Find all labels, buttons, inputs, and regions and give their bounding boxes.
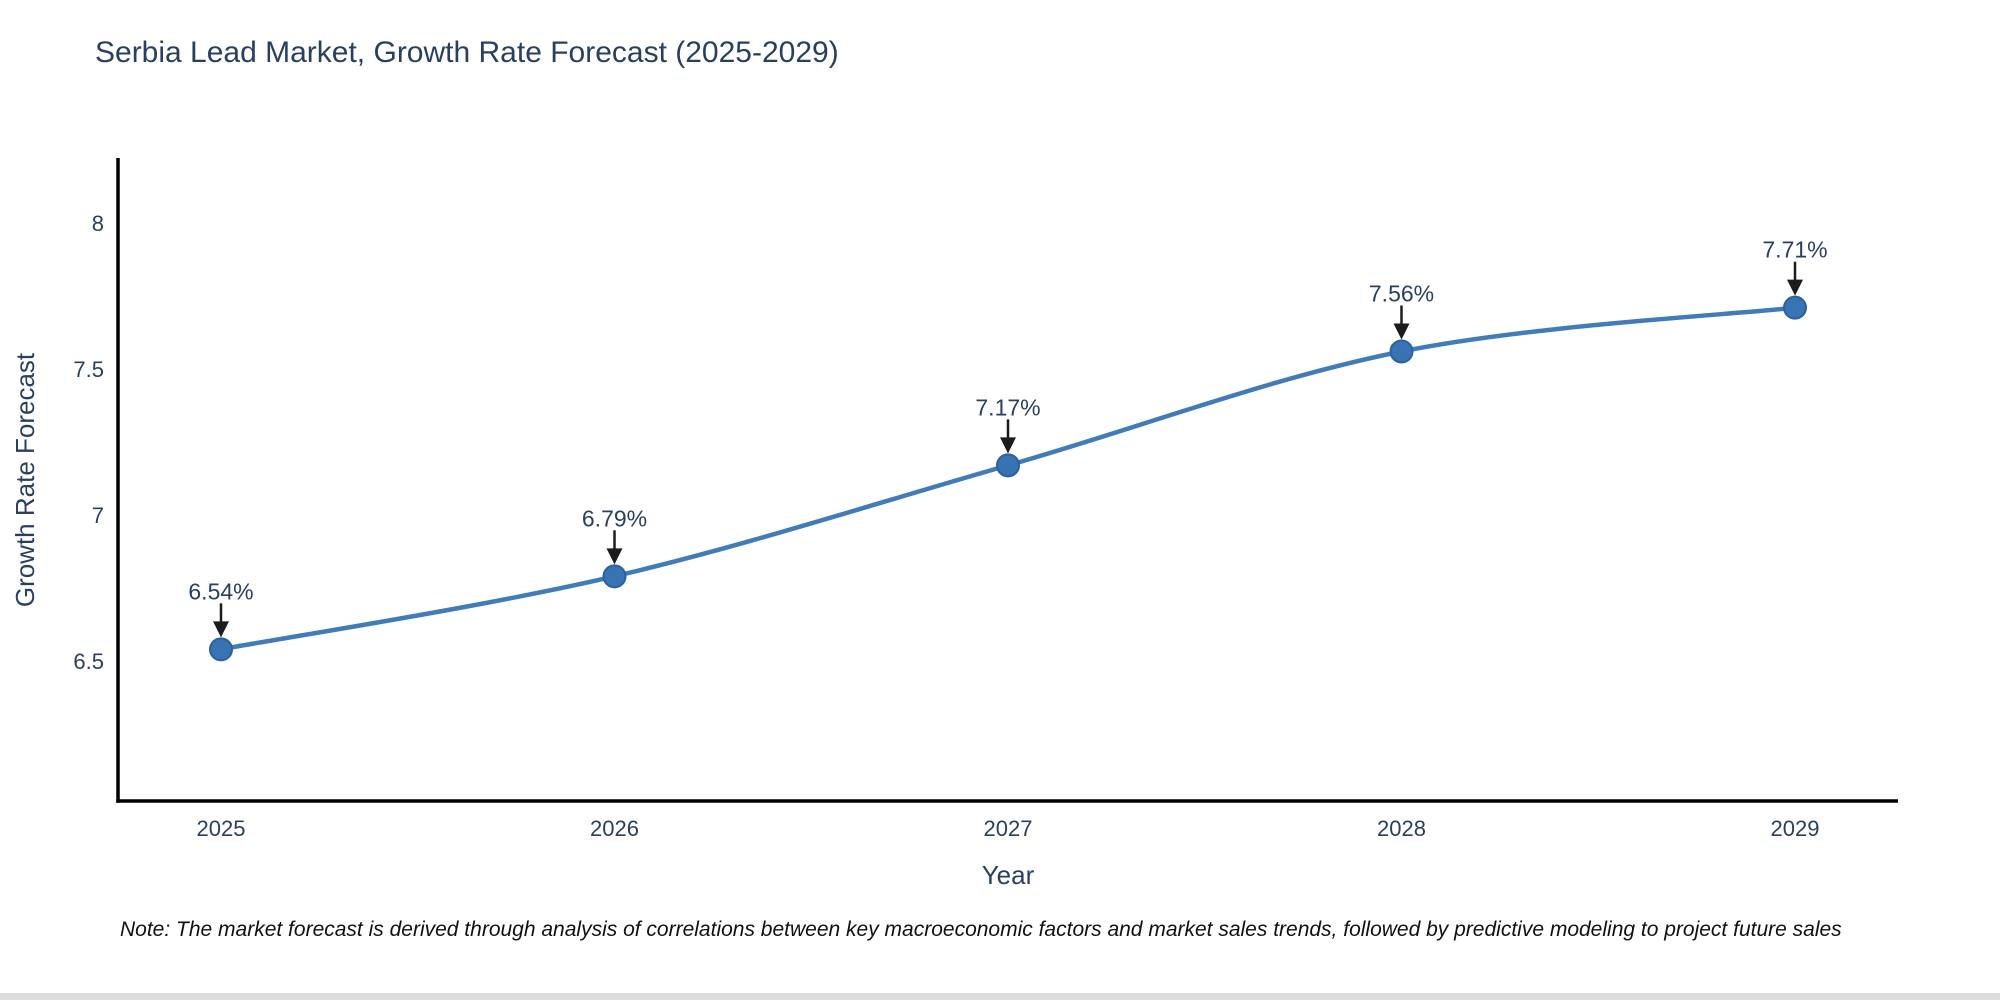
data-point-marker (1783, 295, 1807, 320)
y-axis-title: Growth Rate Forecast (10, 352, 40, 607)
data-point-marker (1389, 339, 1414, 364)
data-point-marker (602, 564, 627, 589)
data-point-label: 6.54% (188, 578, 253, 604)
data-point-label: 6.79% (582, 505, 647, 531)
annotation-arrow-head (606, 548, 623, 565)
y-tick-label: 7 (92, 503, 104, 528)
annotation-arrow-head (1000, 437, 1016, 454)
series-line (220, 305, 1796, 652)
footnote: Note: The market forecast is derived thr… (120, 918, 1842, 941)
y-tick-label: 6.5 (73, 649, 104, 674)
x-tick-label: 2028 (1377, 816, 1426, 841)
data-point-marker (209, 637, 233, 662)
y-tick-label: 8 (92, 211, 104, 236)
annotation-arrow-head (1393, 323, 1410, 340)
y-tick-label: 7.5 (73, 357, 104, 382)
x-axis-title: Year (982, 860, 1035, 890)
x-tick-label: 2025 (197, 816, 246, 841)
annotation-arrow-head (1787, 279, 1803, 296)
data-point-label: 7.17% (975, 394, 1040, 420)
data-point-label: 7.56% (1369, 280, 1434, 306)
data-point-label: 7.71% (1762, 237, 1827, 263)
data-point-marker (996, 453, 1020, 478)
bottom-scroll-strip (0, 993, 2000, 1000)
x-tick-label: 2026 (590, 816, 639, 841)
chart-title: Serbia Lead Market, Growth Rate Forecast… (95, 36, 839, 69)
x-tick-label: 2029 (1771, 816, 1820, 841)
annotation-arrow-head (213, 621, 229, 638)
x-tick-label: 2027 (984, 816, 1033, 841)
